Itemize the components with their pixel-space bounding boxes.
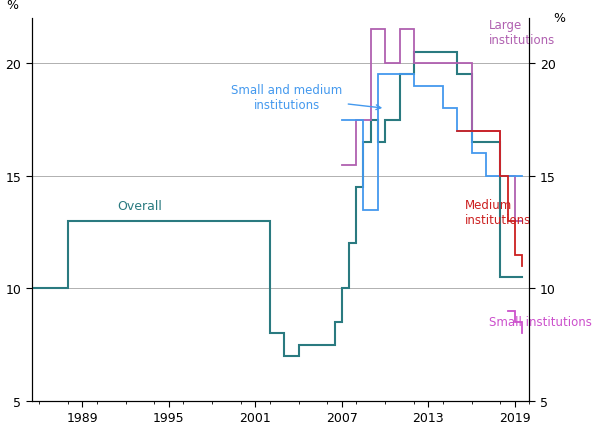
Text: Medium
institutions: Medium institutions bbox=[464, 199, 530, 227]
Text: Small and medium
institutions: Small and medium institutions bbox=[232, 84, 381, 112]
Y-axis label: %: % bbox=[553, 12, 565, 25]
Text: Large
institutions: Large institutions bbox=[489, 19, 555, 47]
Text: Overall: Overall bbox=[118, 200, 163, 212]
Text: Small institutions: Small institutions bbox=[489, 316, 592, 329]
Y-axis label: %: % bbox=[6, 0, 18, 12]
